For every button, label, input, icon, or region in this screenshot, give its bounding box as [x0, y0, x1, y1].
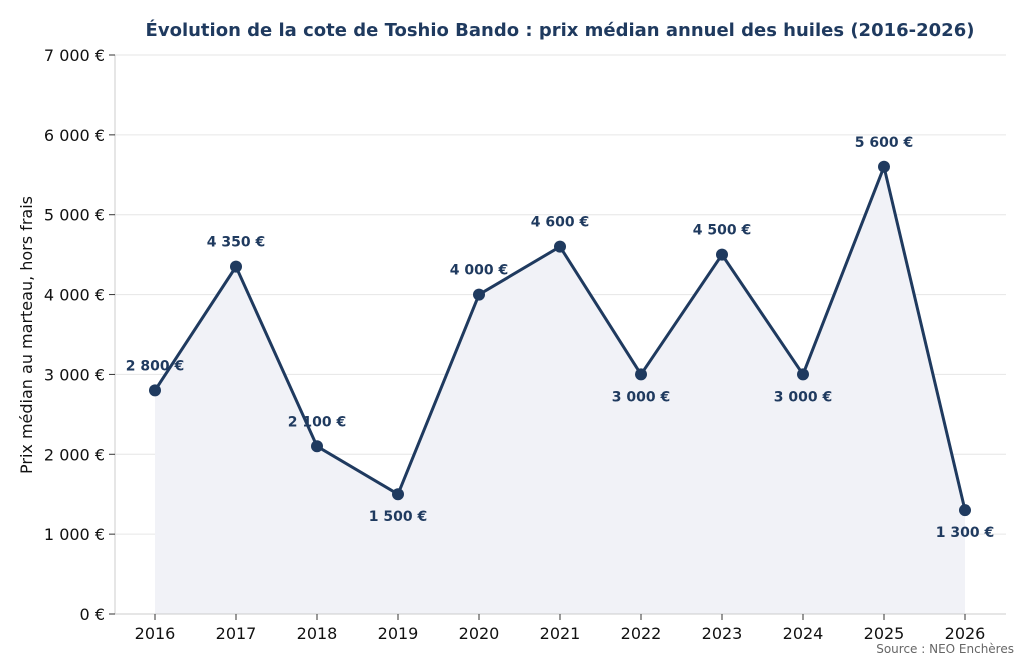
data-labels: 2 800 € 4 350 € 2 100 € 1 500 € 4 000 € 4 600…: [126, 135, 994, 541]
y-tick-label: 6 000 €: [44, 126, 105, 145]
y-tick-label: 3 000 €: [44, 365, 105, 384]
y-tick-label: 4 000 €: [44, 286, 105, 305]
data-label: 4 350 €: [207, 235, 265, 251]
data-point: [473, 288, 485, 301]
y-tick-label: 0 €: [80, 605, 105, 624]
data-point: [959, 504, 971, 517]
data-point: [878, 160, 890, 173]
data-point: [149, 384, 161, 397]
x-axis-ticks: 2016 2017 2018 2019 2020 2021 2022 2023 2024 2025…: [135, 614, 986, 643]
data-label: 3 000 €: [612, 389, 670, 405]
y-axis-label: Prix médian au marteau, hors frais: [17, 196, 36, 474]
data-point: [311, 440, 323, 453]
data-point: [230, 260, 242, 273]
x-tick-label: 2025: [864, 624, 905, 643]
x-tick-label: 2016: [135, 624, 176, 643]
data-point: [392, 488, 404, 501]
chart-title: Évolution de la cote de Toshio Bando : p…: [146, 19, 975, 41]
data-label: 4 500 €: [693, 223, 751, 239]
x-tick-label: 2024: [783, 624, 824, 643]
data-label: 2 100 €: [288, 414, 346, 430]
data-label: 4 600 €: [531, 215, 589, 231]
y-tick-label: 7 000 €: [44, 46, 105, 65]
data-points: [149, 160, 971, 517]
x-tick-label: 2026: [945, 624, 986, 643]
data-label: 1 300 €: [936, 525, 994, 541]
y-axis-ticks: 0 € 1 000 € 2 000 € 3 000 € 4 000 € 5 000 € 6 …: [44, 46, 115, 624]
data-label: 5 600 €: [855, 135, 913, 151]
data-label: 3 000 €: [774, 389, 832, 405]
y-tick-label: 5 000 €: [44, 206, 105, 225]
data-label: 2 800 €: [126, 358, 184, 374]
y-tick-label: 1 000 €: [44, 525, 105, 544]
data-point: [635, 368, 647, 381]
area-fill: [155, 166, 965, 615]
x-tick-label: 2022: [621, 624, 662, 643]
x-tick-label: 2021: [540, 624, 581, 643]
data-point: [797, 368, 809, 381]
y-tick-label: 2 000 €: [44, 445, 105, 464]
data-point: [716, 248, 728, 261]
data-point: [554, 240, 566, 253]
data-label: 1 500 €: [369, 509, 427, 525]
x-tick-label: 2023: [702, 624, 743, 643]
x-tick-label: 2018: [297, 624, 338, 643]
x-tick-label: 2020: [459, 624, 500, 643]
data-label: 4 000 €: [450, 263, 508, 279]
x-tick-label: 2019: [378, 624, 419, 643]
x-tick-label: 2017: [216, 624, 257, 643]
source-note: Source : NEO Enchères: [876, 642, 1014, 656]
